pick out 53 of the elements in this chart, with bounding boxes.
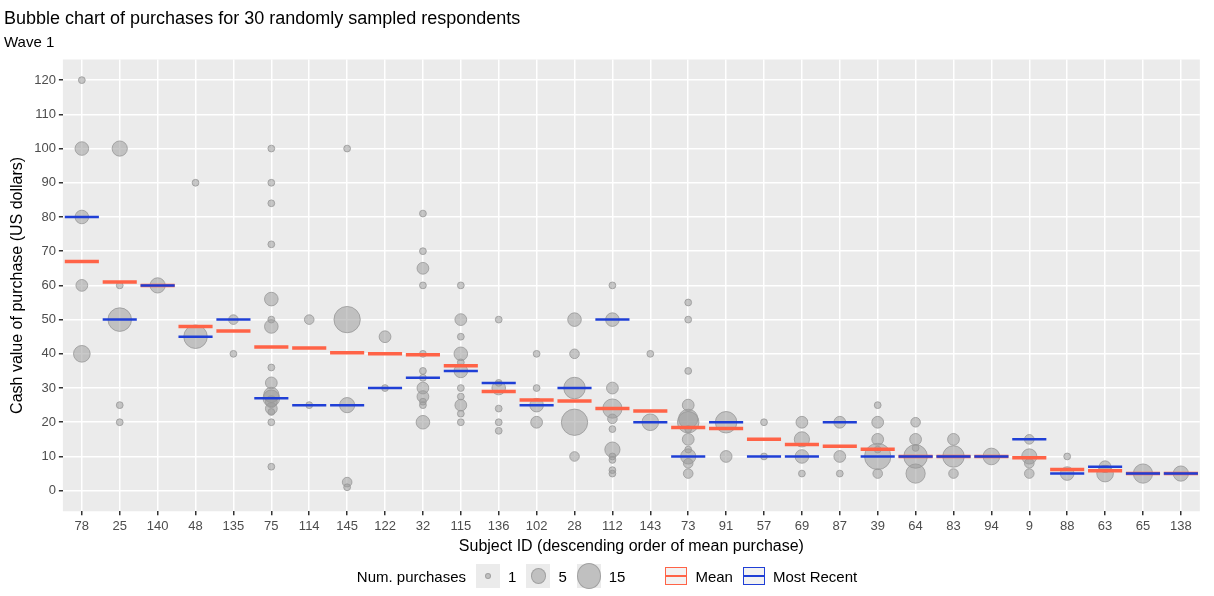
x-tick-label: 87 (832, 517, 848, 533)
x-tick-label: 138 (1170, 517, 1192, 533)
x-tick-label: 140 (146, 517, 169, 533)
x-tick-label: 102 (525, 517, 548, 533)
x-tick-label: 9 (1025, 517, 1033, 533)
x-tick-label: 91 (718, 517, 734, 533)
y-tick-label: 60 (41, 276, 56, 292)
legend-label: 15 (608, 567, 626, 585)
x-tick-label: 65 (1135, 517, 1151, 533)
legend-label: Most Recent (772, 567, 858, 585)
chart-title: Bubble chart of purchases for 30 randomly sampled respondents (4, 7, 521, 28)
x-tick-label: 28 (567, 517, 582, 533)
y-tick-label: 120 (34, 71, 56, 87)
x-tick-label: 32 (415, 517, 431, 533)
x-tick-label: 73 (680, 517, 696, 533)
y-tick-label: 30 (41, 379, 56, 395)
x-tick-label: 64 (908, 517, 923, 533)
x-axis-title: Subject ID (descending order of mean purchase) (458, 536, 804, 554)
x-tick-label: 57 (756, 517, 772, 533)
x-tick-label: 145 (336, 517, 358, 533)
y-tick-label: 80 (41, 208, 56, 224)
y-tick-label: 0 (48, 482, 56, 498)
x-tick-label: 135 (222, 517, 245, 533)
x-tick-label: 122 (374, 517, 396, 533)
x-tick-label: 115 (450, 517, 472, 533)
legend-label: 5 (558, 567, 567, 585)
x-tick-label: 83 (946, 517, 961, 533)
y-tick-label: 40 (41, 345, 56, 361)
x-tick-label: 136 (487, 517, 510, 533)
x-tick-label: 94 (984, 517, 999, 533)
x-tick-label: 48 (188, 517, 203, 533)
y-tick-label: 90 (41, 174, 56, 190)
x-tick-label: 39 (870, 517, 885, 533)
x-tick-label: 114 (298, 517, 320, 533)
x-tick-label: 88 (1059, 517, 1075, 533)
y-tick-label: 20 (41, 413, 56, 429)
y-tick-label: 110 (35, 105, 56, 121)
legend-label: Mean (695, 567, 733, 585)
x-tick-label: 63 (1097, 517, 1113, 533)
x-tick-label: 143 (639, 517, 662, 533)
y-tick-label: 10 (41, 448, 56, 464)
x-tick-label: 25 (112, 517, 127, 533)
x-tick-label: 75 (264, 517, 279, 533)
y-tick-label: 100 (34, 140, 56, 156)
y-tick-label: 70 (41, 242, 56, 258)
x-tick-label: 78 (74, 517, 90, 533)
y-tick-label: 50 (41, 311, 56, 327)
x-tick-label: 112 (602, 517, 623, 533)
legend-label: 1 (508, 567, 517, 585)
y-axis-title: Cash value of purchase (US dollars) (8, 156, 26, 414)
x-tick-label: 69 (794, 517, 810, 533)
chart-subtitle: Wave 1 (4, 32, 55, 50)
legend-title: Num. purchases (356, 567, 467, 585)
